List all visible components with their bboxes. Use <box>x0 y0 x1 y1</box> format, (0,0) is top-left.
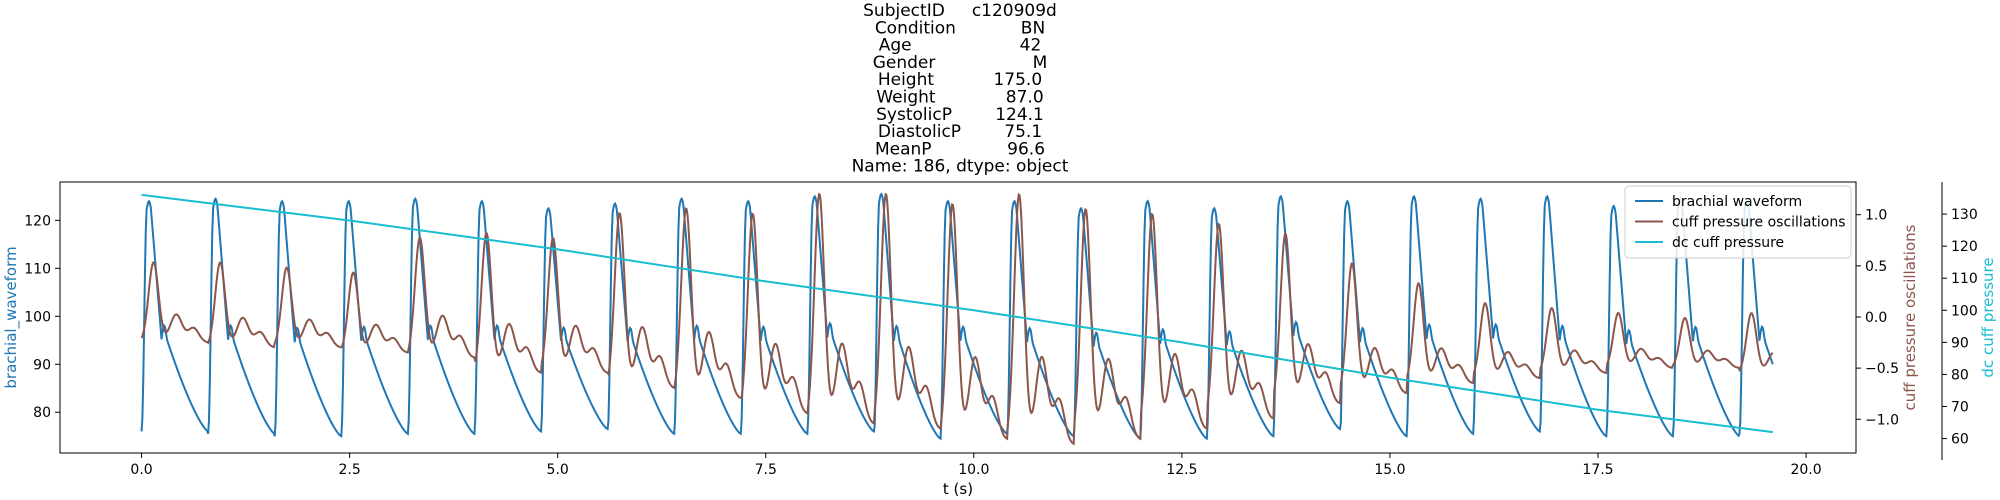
y-axis-right-dc: 60 70 80 90 100 110 120 130 <box>1941 182 1978 460</box>
x-tick-label: 20.0 <box>1790 462 1821 478</box>
legend-label: cuff pressure oscillations <box>1672 215 1846 231</box>
y-left-tick-label: 80 <box>33 405 51 421</box>
x-axis: 0.0 2.5 5.0 7.5 10.0 12.5 15.0 17.5 20.0 <box>130 453 1822 478</box>
title-line: SystolicP 124.1 <box>876 105 1044 125</box>
title-line: DiastolicP 75.1 <box>878 122 1042 142</box>
x-tick-label: 15.0 <box>1374 462 1405 478</box>
y-right1-tick-label: 0.0 <box>1865 310 1887 326</box>
y-axis-right-oscillations: −1.0 −0.5 0.0 0.5 1.0 <box>1856 208 1899 428</box>
y-left-tick-label: 110 <box>24 261 51 277</box>
series-line-cuff-pressure-oscillations <box>140 192 1774 446</box>
y-axis-left: 80 90 100 110 120 <box>24 213 60 421</box>
title-line: SubjectID c120909d <box>863 1 1057 21</box>
y-right1-tick-label: 0.5 <box>1865 259 1887 275</box>
y-left-tick-label: 90 <box>33 357 51 373</box>
x-tick-label: 0.0 <box>130 462 152 478</box>
y-right2-tick-label: 110 <box>1951 271 1978 287</box>
plot-frame <box>59 181 1857 454</box>
y-right2-tick-label: 130 <box>1951 207 1978 223</box>
legend-label: dc cuff pressure <box>1672 235 1784 251</box>
title-line: MeanP 96.6 <box>875 139 1045 159</box>
y-axis-left-label: brachial_waveform <box>2 246 21 388</box>
y-right2-tick-label: 70 <box>1951 399 1969 415</box>
y-right1-tick-label: 1.0 <box>1865 208 1887 224</box>
y-right1-tick-label: −1.0 <box>1865 412 1899 428</box>
x-tick-label: 10.0 <box>958 462 989 478</box>
y-right2-tick-label: 120 <box>1951 239 1978 255</box>
title-line: Condition BN <box>875 18 1045 38</box>
x-tick-label: 2.5 <box>338 462 360 478</box>
title-line: Name: 186, dtype: object <box>852 157 1069 177</box>
y-left-tick-label: 120 <box>24 213 51 229</box>
series-group <box>140 192 1774 446</box>
x-tick-label: 17.5 <box>1582 462 1613 478</box>
title-line: Gender M <box>873 53 1048 73</box>
y-right2-tick-label: 80 <box>1951 367 1969 383</box>
title-line: Weight 87.0 <box>876 88 1043 108</box>
x-tick-label: 12.5 <box>1166 462 1197 478</box>
x-tick-label: 5.0 <box>547 462 569 478</box>
y-axis-right-oscillations-label: cuff pressure oscillations <box>1901 224 1919 410</box>
y-axis-right-dc-label: dc cuff pressure <box>1979 257 1997 377</box>
y-right2-tick-label: 90 <box>1951 335 1969 351</box>
y-right2-tick-label: 60 <box>1951 432 1969 448</box>
title-line: Age 42 <box>879 36 1042 56</box>
legend-label: brachial waveform <box>1672 194 1802 210</box>
y-left-tick-label: 100 <box>24 309 51 325</box>
x-tick-label: 7.5 <box>755 462 777 478</box>
title-line: Height 175.0 <box>878 70 1042 90</box>
legend: brachial waveform cuff pressure oscillati… <box>1624 185 1852 259</box>
x-axis-label: t (s) <box>943 480 973 498</box>
series-line-brachial-waveform <box>140 192 1774 441</box>
y-right1-tick-label: −0.5 <box>1865 361 1899 377</box>
y-right2-tick-label: 100 <box>1951 303 1978 319</box>
series-line-dc-cuff-pressure <box>141 193 1773 434</box>
legend-box <box>1624 185 1852 259</box>
